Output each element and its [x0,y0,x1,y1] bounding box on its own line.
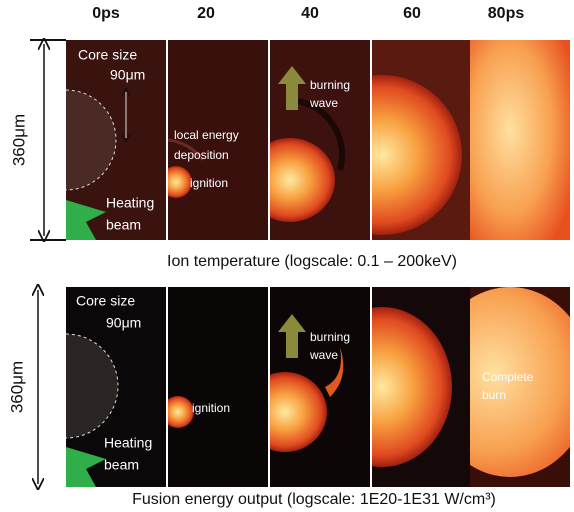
panel [470,40,570,240]
scale-label: 360μm [9,114,28,166]
annotation: wave [309,96,338,110]
caption: Fusion energy output (logscale: 1E20-1E3… [132,491,496,508]
annotation: Core size [76,293,135,309]
row-fusion-energy: 360μm Core size 90μm Heating beam igniti… [7,287,574,508]
annotation: local energy [174,128,239,142]
annotation: wave [309,348,338,362]
column-label: 60 [403,5,421,22]
annotation: Core size [78,47,137,63]
annotation: burn [482,388,506,402]
annotation: 90μm [106,315,141,331]
annotation: Heating [106,195,154,211]
panel [162,287,268,487]
scale-label: 360μm [7,361,26,413]
annotation: deposition [174,148,229,162]
annotation: burning [310,78,350,92]
annotation: Complete [482,370,534,384]
annotation: beam [104,457,139,473]
row-ion-temperature: 360μm Core size 90μm Heating beam local [9,40,570,270]
column-label: 0ps [92,5,120,22]
annotation: 90μm [110,67,145,83]
annotation: Heating [104,435,152,451]
annotation: beam [106,217,141,233]
page: {"column_labels": ["0ps", "20", "40", "6… [0,0,574,512]
column-label: 40 [301,5,319,22]
annotation: burning [310,330,350,344]
caption: Ion temperature (logscale: 0.1 – 200keV) [167,253,457,270]
annotation: ignition [192,401,230,415]
column-label: 20 [197,5,215,22]
annotation: ignition [190,176,228,190]
column-label: 80ps [488,5,525,22]
figure: 0ps 20 40 60 80ps 360μm Co [0,0,574,512]
